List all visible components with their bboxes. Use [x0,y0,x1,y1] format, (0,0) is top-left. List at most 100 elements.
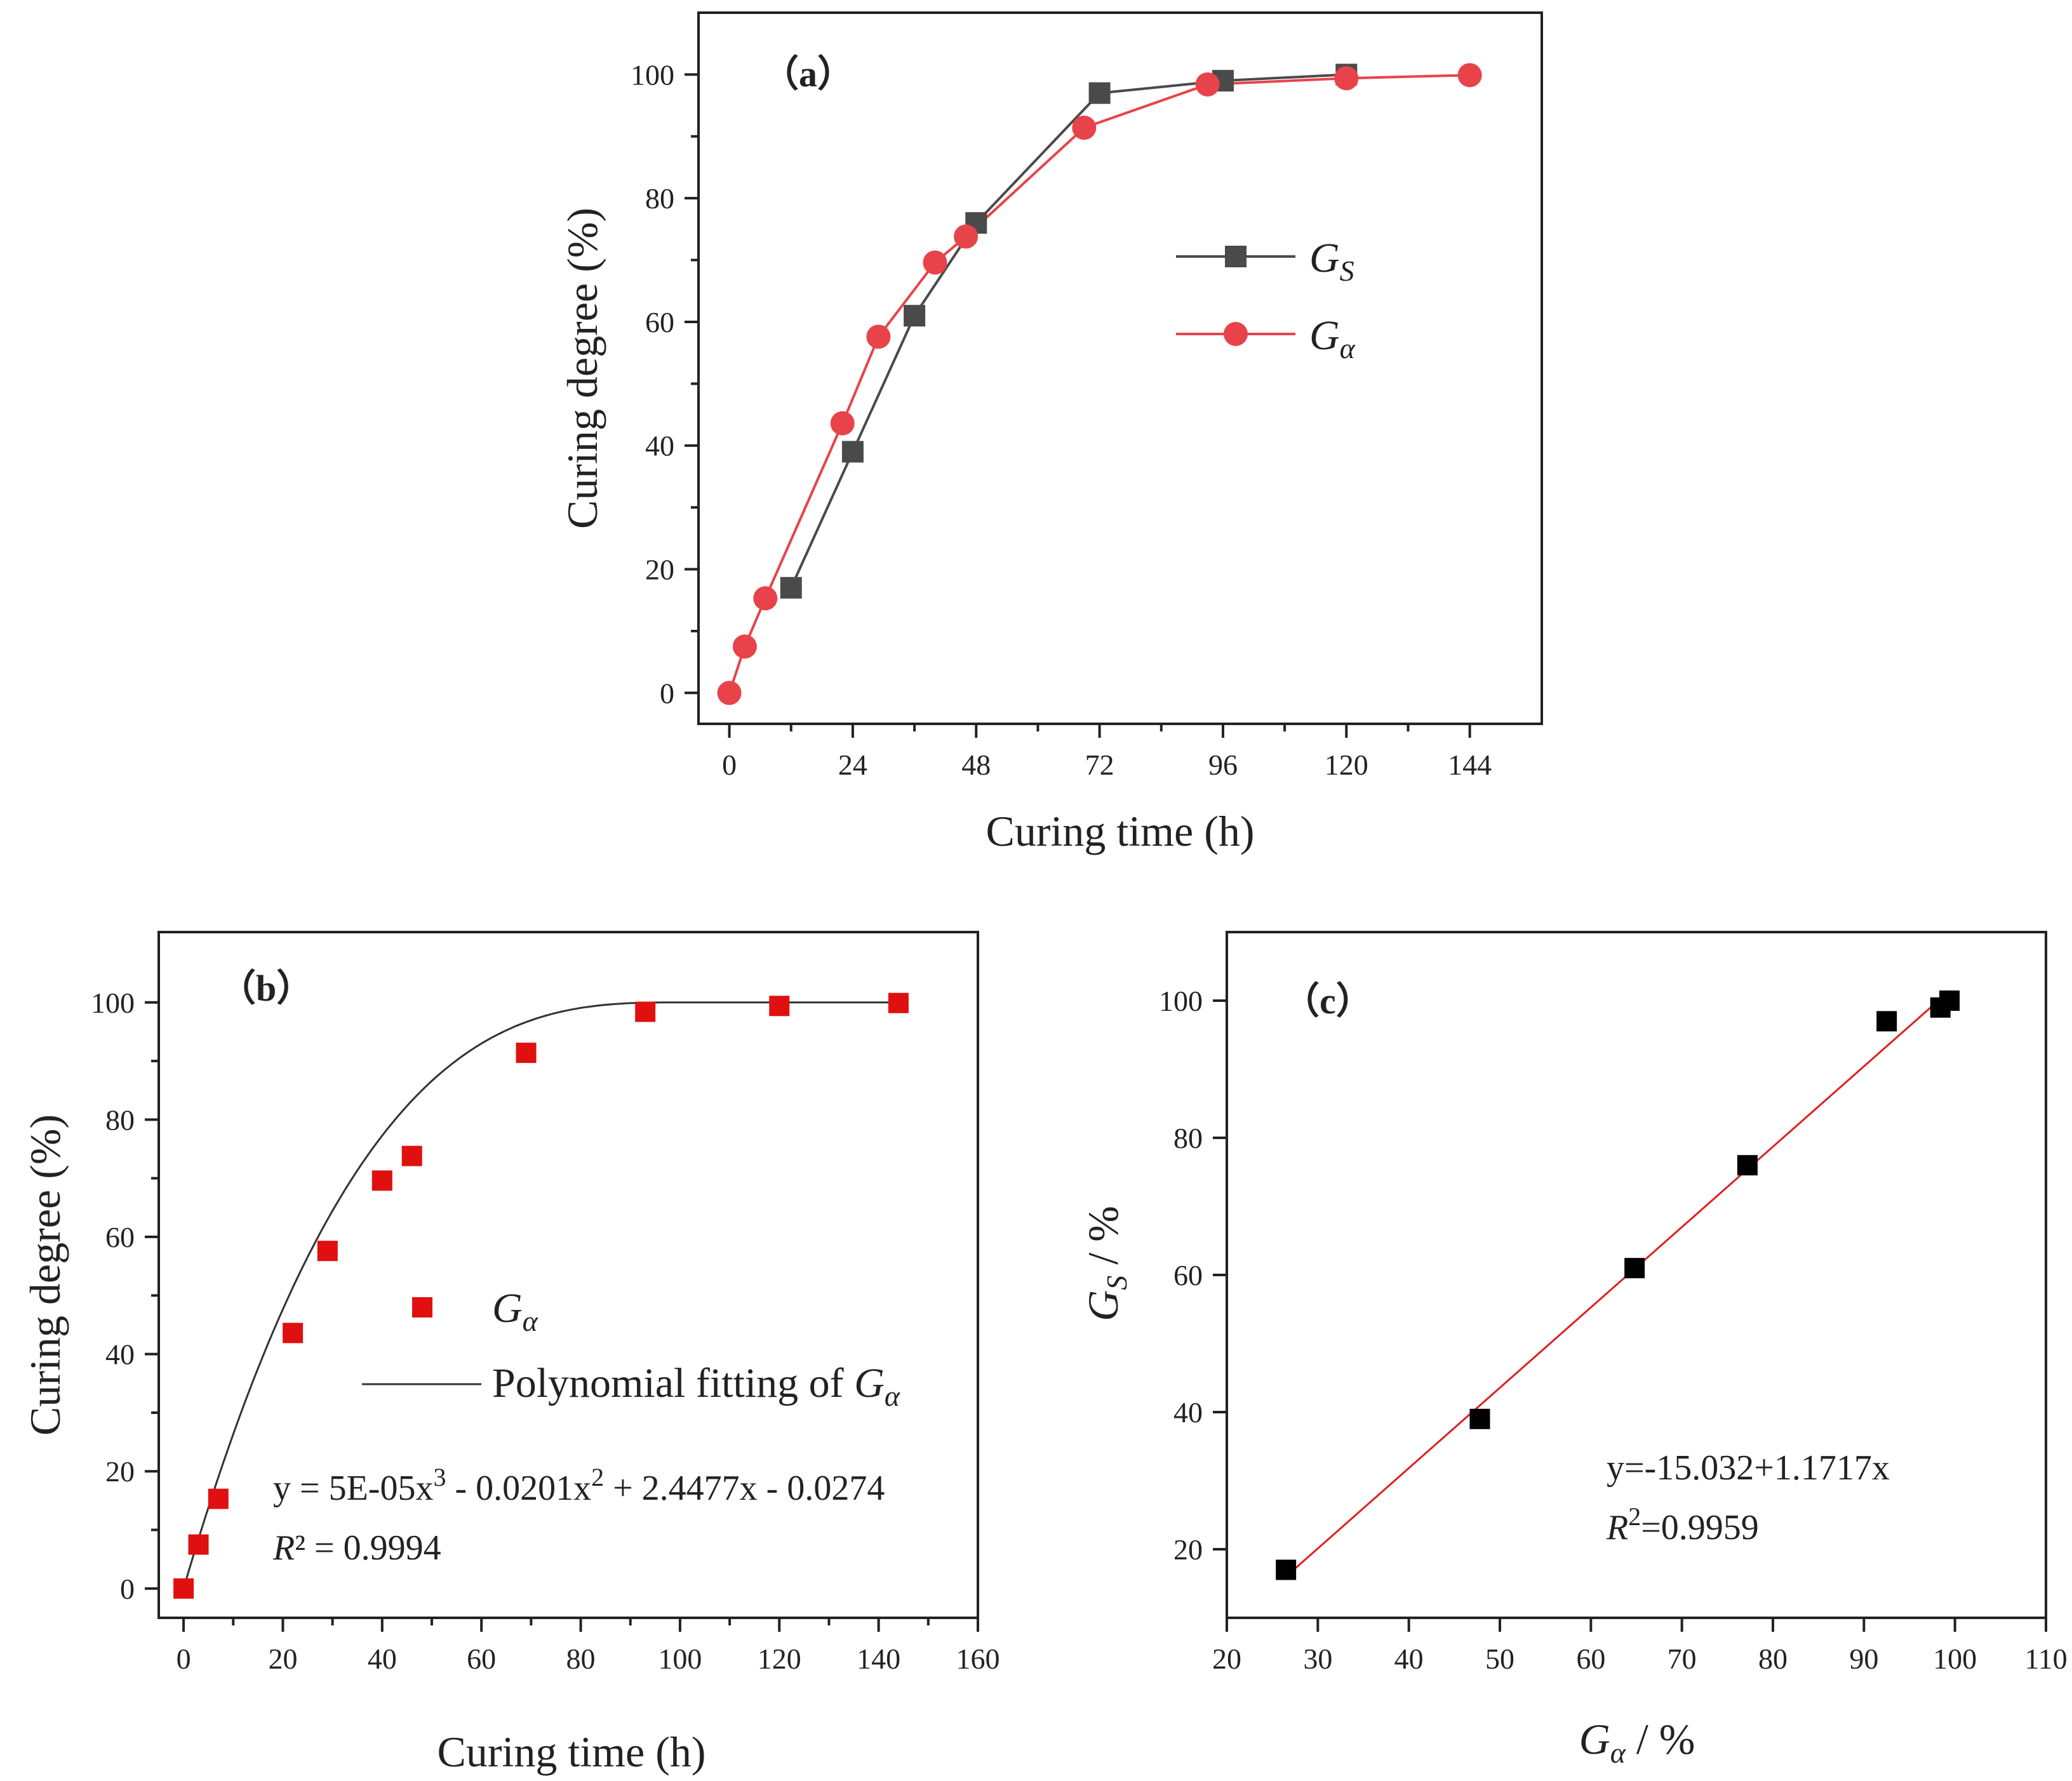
panel-c-label: （c） [1283,980,1373,1022]
y-tick-label: 60 [1173,1259,1203,1291]
panel-b-point [888,992,909,1013]
panel-b-point [516,1043,537,1064]
panel-c-x-axis: 20 30 40 50 60 70 80 90 100 110 [1212,1618,2068,1675]
panel-a-legend: GS Gα [1176,235,1356,364]
panel-b-y-title: Curing degree (%) [21,1114,69,1436]
y-tick-label: 60 [645,306,674,338]
legend-b-fit-label: Polynomial fitting of Gα [492,1360,900,1412]
y-tick-label: 0 [120,1573,135,1605]
legend-ga-marker [1224,322,1248,346]
eq-b-mid: - 0.0201x [446,1469,591,1508]
y-tick-label: 40 [105,1338,135,1371]
legend-gs-marker [1225,246,1247,267]
x-tick-label: 80 [1758,1643,1788,1675]
c-y-sub: S [1100,1276,1133,1290]
panel-b-point [283,1323,304,1344]
c-y-main: G [1079,1290,1127,1321]
legend-gs-sub: S [1340,255,1354,287]
x-tick-label: 20 [1212,1643,1241,1675]
panel-a-ga-point [830,411,855,436]
panel-b-frame [157,931,979,1619]
x-tick-label: 48 [961,749,991,781]
legend-b-fit-text: Polynomial fitting of [492,1360,854,1406]
x-tick-label: 40 [1394,1643,1424,1675]
c-x-suffix: / % [1626,1715,1695,1763]
x-tick-label: 100 [1933,1643,1977,1675]
x-tick-label: 120 [758,1643,801,1675]
legend-gs-label: GS [1309,235,1354,287]
panel-c: 20 30 40 50 60 70 80 90 100 110 20 40 60 80 100 （c） G… [1079,931,2068,1769]
panel-c-y-title: GS / % [1079,1206,1133,1321]
x-tick-label: 80 [566,1643,596,1675]
panel-a-ga-point [717,681,742,705]
x-tick-label: 144 [1448,749,1492,781]
y-tick-label: 20 [105,1455,135,1488]
panel-b-point [769,996,790,1017]
r2-b-text: ² = 0.9994 [295,1528,441,1568]
y-tick-label: 20 [645,554,674,586]
c-x-sub: α [1610,1737,1626,1769]
y-tick-label: 80 [1173,1122,1203,1154]
r2-b-symbol: R [272,1528,295,1568]
x-tick-label: 30 [1303,1643,1332,1675]
panel-b-y-axis: 0 20 40 60 80 100 [91,987,159,1605]
panel-c-point [1469,1408,1490,1429]
panel-a-frame [697,11,1543,725]
eq-b-sup2: 2 [591,1463,604,1491]
r2-c-value: =0.9959 [1641,1508,1759,1547]
y-tick-label: 0 [660,677,674,709]
panel-a-gs-point [904,305,926,327]
x-tick-label: 50 [1485,1643,1514,1675]
panel-b-label: （b） [219,968,313,1009]
panel-a-series-marks [717,63,1482,705]
panel-c-y-axis: 20 40 60 80 100 [1159,985,1227,1566]
panel-a-ga-point [954,224,979,249]
panel-b-point [317,1241,338,1262]
panel-a-ga-point [1457,63,1482,88]
panel-a-gs-point [780,577,802,599]
x-tick-label: 90 [1849,1643,1878,1675]
y-tick-label: 80 [645,182,674,215]
panel-a-label: （a） [762,53,854,95]
legend-b-main: G [492,1285,523,1331]
panel-b-x-title: Curing time (h) [437,1728,705,1776]
panel-b-point [401,1145,422,1166]
legend-ga-main: G [1309,312,1340,359]
panel-b-legend: Gα Polynomial fitting of Gα [362,1285,900,1412]
legend-b-sub: α [523,1305,538,1337]
panel-a-ga-point [1072,116,1097,140]
panel-b-point [208,1488,229,1509]
y-tick-label: 80 [105,1104,135,1136]
eq-b-suffix: + 2.4477x - 0.0274 [604,1469,885,1508]
x-tick-label: 140 [857,1643,900,1675]
panel-a-x-axis: 0 24 48 72 96 120 144 [722,724,1492,781]
panel-c-point [1737,1155,1758,1176]
panel-c-point [1624,1258,1645,1279]
x-tick-label: 110 [2024,1643,2067,1675]
y-tick-label: 100 [91,987,135,1019]
panel-c-fit-line [1285,999,1939,1578]
y-tick-label: 20 [1173,1533,1203,1566]
x-tick-label: 0 [722,749,737,781]
y-tick-label: 40 [1173,1396,1203,1429]
panel-b-series-marks [173,992,909,1599]
x-tick-label: 100 [658,1643,702,1675]
panel-c-series-marks [1276,991,1960,1580]
legend-b-fit-main: G [854,1360,885,1406]
y-tick-label: 100 [631,58,674,91]
panel-a: 0 24 48 72 96 120 144 0 20 40 60 80 100 （a） Curing … [558,11,1543,855]
x-tick-label: 120 [1325,749,1368,781]
panel-c-point [1276,1559,1297,1580]
panel-b-r2: R² = 0.9994 [272,1528,441,1568]
c-y-suffix: / % [1079,1206,1127,1276]
panel-b: 0 20 40 60 80 100 120 140 160 0 20 40 60 80 100 （b） C… [21,931,1000,1776]
panel-c-equation: y=-15.032+1.1717x [1607,1448,1890,1488]
panel-a-gs-point [841,441,864,463]
legend-ga-label: Gα [1309,312,1356,364]
panel-c-x-title: Gα / % [1579,1715,1695,1769]
eq-b-sup1: 3 [433,1463,446,1491]
legend-gs-main: G [1309,235,1340,281]
x-tick-label: 60 [1576,1643,1605,1675]
